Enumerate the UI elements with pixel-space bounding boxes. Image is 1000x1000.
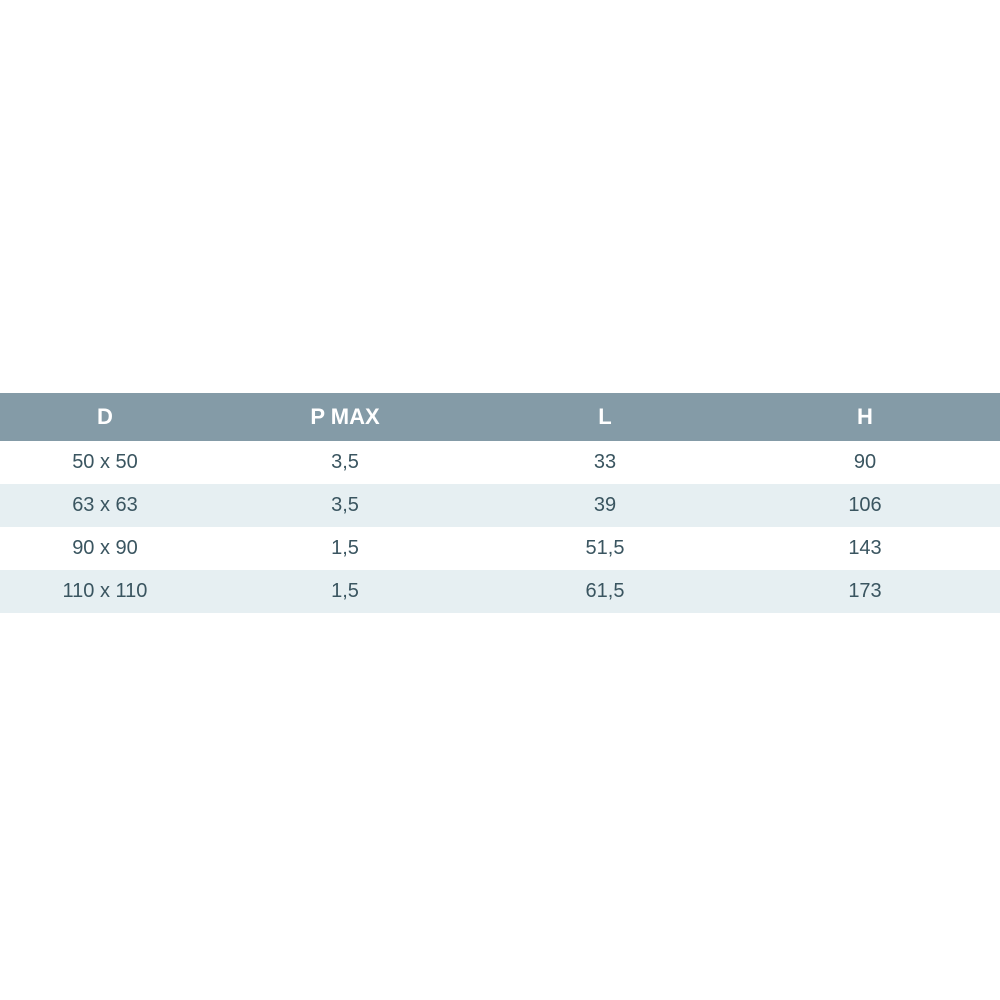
header-pmax: P MAX: [210, 393, 480, 441]
cell-h: 173: [730, 570, 1000, 613]
table-row: 50 x 50 3,5 33 90: [0, 441, 1000, 484]
cell-pmax: 3,5: [210, 484, 480, 527]
cell-pmax: 3,5: [210, 441, 480, 484]
cell-d: 90 x 90: [0, 527, 210, 570]
table-row: 90 x 90 1,5 51,5 143: [0, 527, 1000, 570]
cell-d: 110 x 110: [0, 570, 210, 613]
table-header-row: D P MAX L H: [0, 393, 1000, 441]
header-l: L: [480, 393, 730, 441]
header-h: H: [730, 393, 1000, 441]
cell-l: 33: [480, 441, 730, 484]
header-d: D: [0, 393, 210, 441]
cell-d: 50 x 50: [0, 441, 210, 484]
cell-l: 51,5: [480, 527, 730, 570]
table-row: 63 x 63 3,5 39 106: [0, 484, 1000, 527]
table-row: 110 x 110 1,5 61,5 173: [0, 570, 1000, 613]
spec-table-container: D P MAX L H 50 x 50 3,5 33 90 63 x 63 3,…: [0, 393, 1000, 613]
cell-l: 39: [480, 484, 730, 527]
cell-pmax: 1,5: [210, 527, 480, 570]
cell-d: 63 x 63: [0, 484, 210, 527]
cell-h: 90: [730, 441, 1000, 484]
cell-h: 143: [730, 527, 1000, 570]
cell-h: 106: [730, 484, 1000, 527]
cell-pmax: 1,5: [210, 570, 480, 613]
spec-table: D P MAX L H 50 x 50 3,5 33 90 63 x 63 3,…: [0, 393, 1000, 613]
cell-l: 61,5: [480, 570, 730, 613]
